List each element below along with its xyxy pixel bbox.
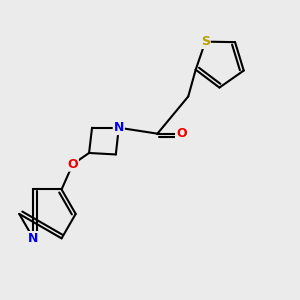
Text: O: O (68, 158, 78, 171)
Text: S: S (201, 35, 210, 48)
Text: O: O (176, 127, 187, 140)
Text: N: N (114, 121, 124, 134)
Text: N: N (28, 232, 38, 245)
